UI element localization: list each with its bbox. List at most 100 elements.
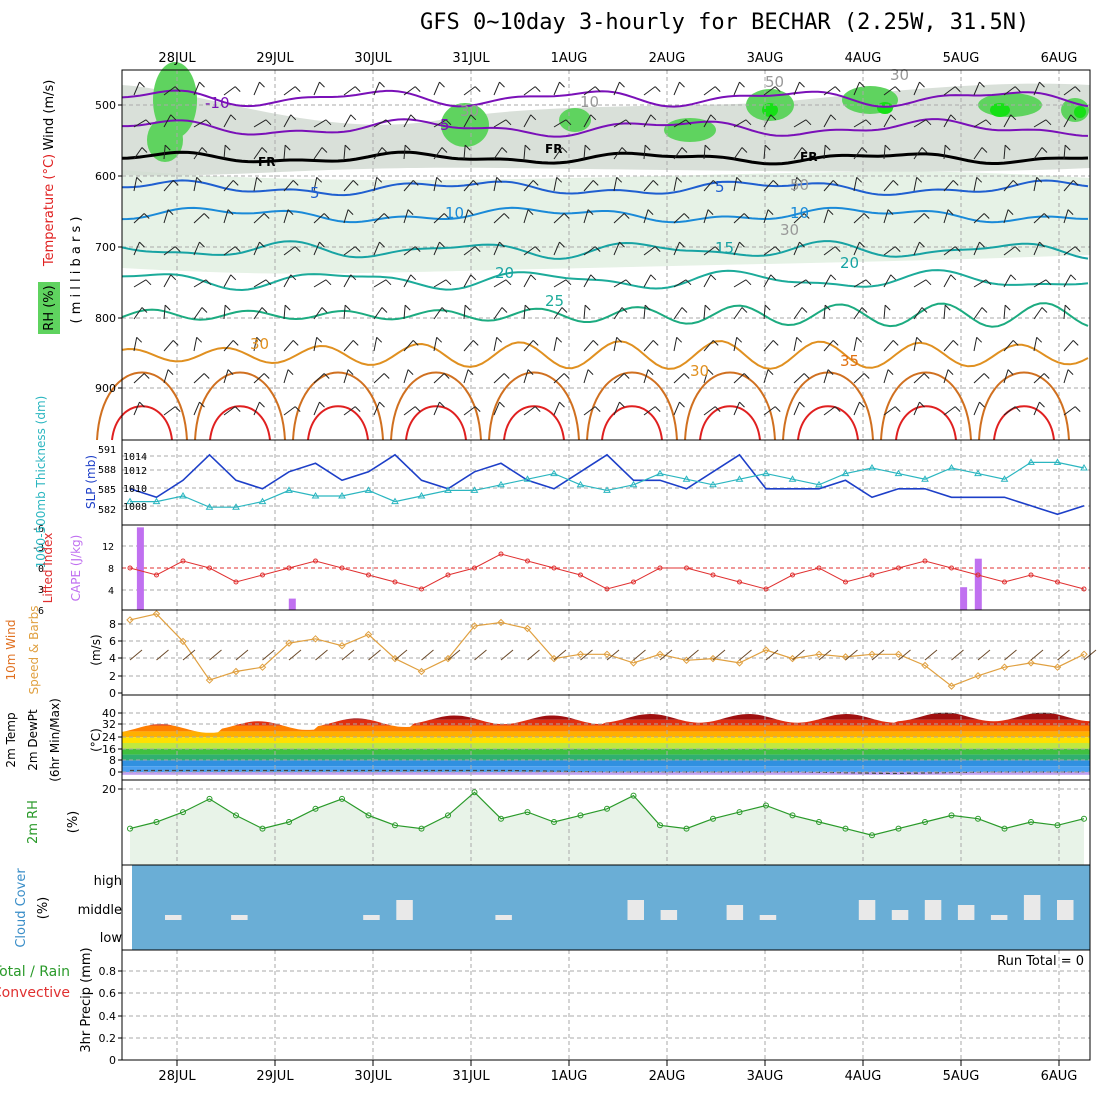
wind10m-point — [232, 667, 240, 676]
wind-barb-flag — [234, 406, 241, 412]
wind-barb — [763, 145, 766, 160]
wind-barb — [343, 305, 346, 320]
wind-barb — [793, 307, 803, 320]
wind-barb-flag — [323, 373, 330, 379]
y-tick-label: 0.8 — [99, 965, 117, 978]
wind10m-point — [470, 622, 479, 630]
wind-barb — [793, 147, 803, 160]
middle-cloud-bar — [363, 915, 380, 920]
wind10m-point — [603, 650, 611, 659]
wind-barb-flag — [350, 274, 357, 281]
wind-barb-flag — [412, 180, 419, 186]
wind-barb-flag — [1041, 307, 1048, 313]
wind-barb-flag — [770, 114, 777, 121]
y-axis-label: ( m i l l i b a r s ) — [69, 217, 84, 324]
wind-barb — [283, 86, 296, 96]
wind-barb-flag — [584, 304, 591, 311]
wind-barb-flag — [830, 114, 837, 121]
wind-barb — [703, 114, 712, 128]
rh2m-point — [498, 815, 504, 822]
lifted-index-line — [129, 553, 1085, 590]
wind-barb-flag — [954, 86, 961, 92]
wind-barb — [1033, 147, 1043, 160]
wind10m-point — [1027, 659, 1035, 667]
wind-barb — [643, 209, 649, 224]
wind-barb-flag — [981, 307, 988, 313]
temp-color-bands — [122, 712, 1090, 775]
rh2m-point — [233, 812, 239, 819]
wind-barb — [673, 279, 687, 288]
wind-barb — [253, 241, 260, 256]
contour-label: 10 — [790, 204, 809, 222]
lifted-index-point — [419, 586, 424, 592]
wind-barb-flag — [170, 114, 177, 121]
wind-barb-flag — [892, 340, 899, 346]
wind-barb — [673, 119, 687, 128]
wind-barb — [643, 114, 652, 128]
wind-barb — [793, 279, 807, 288]
wind-barb-flag — [261, 147, 268, 153]
lifted-index-point — [657, 565, 663, 571]
wind-barb-flag — [1014, 246, 1021, 252]
wind-barb — [883, 305, 886, 320]
thickness-point — [205, 503, 214, 510]
wind-barb — [163, 340, 174, 352]
wind10m-barb — [792, 649, 805, 661]
rh2m-point — [604, 805, 610, 812]
wind-barb — [853, 241, 860, 256]
thickness-point — [947, 464, 956, 471]
wind-barb — [763, 114, 772, 128]
wind-barb — [283, 369, 289, 384]
wind-barb-flag — [385, 279, 392, 286]
wind-barb-flag — [767, 369, 774, 375]
wind-barb — [913, 241, 920, 256]
diurnal-hot-arch — [405, 405, 467, 441]
cape-bar — [288, 598, 296, 610]
thickness-point — [497, 480, 505, 488]
wind-barb-flag — [679, 81, 685, 88]
wind-barb-flag — [464, 144, 471, 151]
wind-barb — [253, 337, 258, 352]
wind-barb-flag — [772, 180, 779, 186]
wind-barb — [973, 241, 980, 256]
wind-barb — [163, 114, 172, 128]
wind-barb-flag — [894, 86, 901, 92]
wind-barb — [463, 340, 474, 352]
temp-band — [122, 760, 1090, 767]
wind-barb — [883, 406, 896, 416]
wind-barb — [523, 209, 529, 224]
rh2m-point — [418, 825, 425, 832]
wind-barb-flag — [685, 279, 692, 286]
rh-moist-blob — [147, 118, 183, 162]
wind-barb — [913, 213, 925, 224]
lifted-index-point — [1028, 572, 1034, 578]
wind-barb-flag — [284, 304, 291, 311]
wind-barb — [343, 406, 356, 416]
bottom-date-label: 31JUL — [452, 1069, 490, 1084]
wind-barb — [853, 401, 860, 416]
temp-band — [122, 725, 1090, 732]
wind-barb-flag — [1074, 86, 1081, 92]
wind-barb — [583, 406, 596, 416]
wind-barb-flag — [979, 241, 985, 248]
wind-barb-flag — [592, 180, 599, 186]
wind-barb-flag — [505, 279, 512, 286]
wind-barb-flag — [621, 307, 628, 313]
wind-barb-flag — [1014, 406, 1021, 412]
wind10m-speed-line — [129, 613, 1085, 687]
wind-barb-flag — [565, 119, 572, 126]
wind-barb — [643, 145, 646, 160]
wind10m-barb — [606, 649, 620, 661]
wind-barb — [223, 114, 232, 128]
wind-barb-flag — [824, 144, 831, 151]
wind-barb — [553, 147, 563, 160]
wind-barb — [343, 209, 349, 224]
wind-barb-flag — [376, 176, 383, 183]
wind-barb-flag — [1039, 81, 1045, 88]
wind-barb-flag — [925, 119, 932, 126]
wind-barb — [583, 274, 592, 288]
wind10m-barb — [341, 649, 355, 661]
thickness-point — [285, 486, 293, 493]
wind-barb-flag — [676, 336, 683, 343]
slp-tick-label: 1014 — [123, 452, 147, 463]
